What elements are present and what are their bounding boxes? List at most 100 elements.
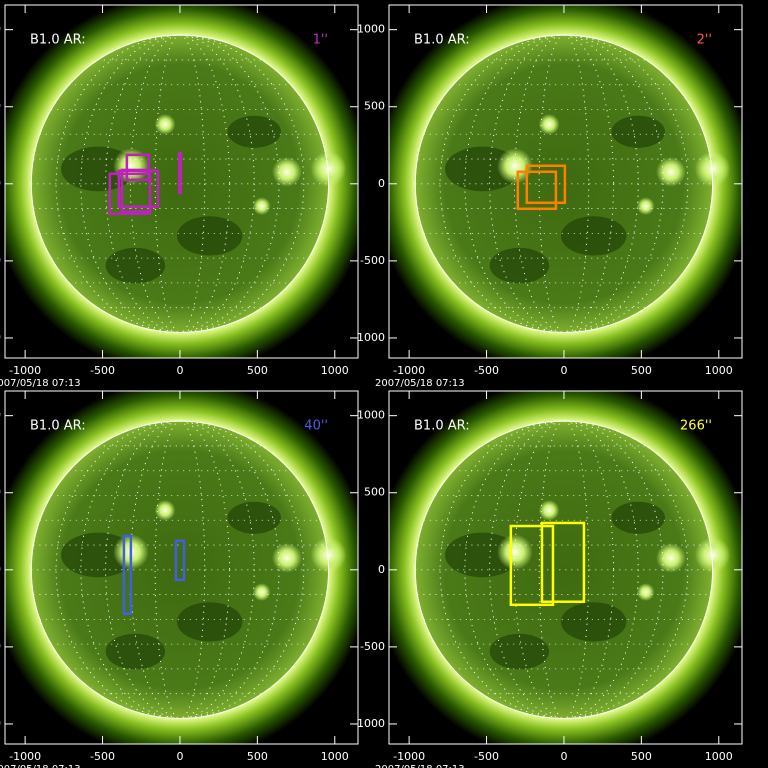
- x-tick-label: -1000: [393, 364, 425, 377]
- panel-label: B1.0 AR:: [414, 419, 470, 434]
- region-box: [525, 164, 567, 205]
- meridian: [489, 34, 639, 333]
- dark-region: [489, 633, 550, 670]
- panel: -1000 -500 0 500 1000 -1000 -500 0 500 1000 B1.0 A…: [353, 4, 743, 389]
- bright-region: [310, 151, 347, 187]
- bright-region: [636, 197, 655, 216]
- x-tick-label: -500: [90, 364, 115, 377]
- y-tick-label: 1000: [0, 409, 1, 422]
- bright-region: [538, 499, 560, 521]
- meridian: [55, 34, 305, 333]
- bright-region: [272, 543, 302, 573]
- region-box: [540, 521, 586, 603]
- x-tick-label: -500: [474, 750, 499, 763]
- meridian: [464, 34, 664, 333]
- x-tick-label: -1000: [9, 750, 41, 763]
- y-tick-label: 1000: [0, 23, 1, 36]
- x-tick-label: 500: [631, 364, 652, 377]
- x-tick-label: -500: [90, 750, 115, 763]
- sun-image: [5, 5, 358, 358]
- dark-region: [176, 602, 243, 642]
- y-tick-label: 500: [364, 100, 385, 113]
- region-box: [120, 168, 152, 213]
- panel: -1000 -500 0 500 1000 -1000 -500 0 500 1000 B1.0 A…: [0, 4, 359, 389]
- meridian: [439, 420, 689, 719]
- x-tick-label: 500: [247, 750, 268, 763]
- y-tick-label: -500: [360, 640, 385, 653]
- meridian: [130, 34, 230, 333]
- y-tick-label: -1000: [353, 717, 385, 730]
- panel: -1000 -500 0 500 1000 -1000 -500 0 500 1000 B1.0 A…: [0, 390, 359, 768]
- dark-region: [227, 501, 282, 534]
- annotation: 266'': [680, 419, 712, 434]
- dark-region: [105, 633, 166, 670]
- bright-region: [154, 113, 176, 135]
- bright-region: [252, 583, 271, 602]
- meridian: [514, 420, 614, 719]
- x-tick-label: -1000: [393, 750, 425, 763]
- region-box: [174, 539, 186, 582]
- y-tick-label: -1000: [0, 717, 1, 730]
- dark-region: [560, 216, 627, 256]
- bright-region: [538, 113, 560, 135]
- x-tick-label: 0: [176, 364, 183, 377]
- timestamp: 2007/05/18 07:13: [375, 378, 465, 389]
- y-tick-label: -1000: [353, 331, 385, 344]
- meridian: [105, 420, 255, 719]
- dark-region: [560, 602, 627, 642]
- y-tick-label: 500: [0, 100, 1, 113]
- x-tick-label: -1000: [9, 364, 41, 377]
- bright-region: [694, 151, 731, 187]
- y-tick-label: 1000: [357, 409, 385, 422]
- x-tick-label: 500: [247, 364, 268, 377]
- meridian: [514, 34, 614, 333]
- bright-region: [656, 157, 686, 187]
- dark-region: [489, 247, 550, 284]
- y-tick-label: 0: [378, 563, 385, 576]
- panel-label: B1.0 AR:: [30, 33, 86, 48]
- timestamp: 2007/05/18 07:13: [0, 378, 81, 389]
- region-box: [122, 534, 133, 615]
- bright-region: [636, 583, 655, 602]
- meridian: [55, 420, 305, 719]
- bright-region: [272, 157, 302, 187]
- timestamp: 2007/05/18 07:13: [0, 764, 81, 768]
- bright-region: [310, 537, 347, 573]
- bright-region: [154, 499, 176, 521]
- region-box: [516, 170, 558, 211]
- frame: [388, 390, 743, 745]
- annotation: 40'': [304, 419, 328, 434]
- sun-image: [5, 391, 358, 744]
- panel-label: B1.0 AR:: [414, 33, 470, 48]
- y-tick-label: 0: [0, 177, 1, 190]
- bright-region: [656, 543, 686, 573]
- panel-label: B1.0 AR:: [30, 419, 86, 434]
- y-tick-label: -500: [0, 640, 1, 653]
- x-tick-label: 1000: [321, 750, 349, 763]
- y-tick-label: 500: [0, 486, 1, 499]
- annotation: 1'': [313, 33, 328, 48]
- sun-image: [389, 391, 742, 744]
- x-tick-label: 500: [631, 750, 652, 763]
- limb: [30, 34, 330, 333]
- panel: -1000 -500 0 500 1000 -1000 -500 0 500 1000 B1.0 A…: [353, 390, 743, 768]
- y-tick-label: 1000: [357, 23, 385, 36]
- bright-region: [694, 537, 731, 573]
- meridian: [80, 420, 280, 719]
- region-box: [509, 524, 555, 607]
- frame: [4, 4, 359, 359]
- meridian: [464, 420, 664, 719]
- x-tick-label: -500: [474, 364, 499, 377]
- dark-region: [227, 115, 282, 148]
- meridian: [439, 34, 689, 333]
- region-box: [125, 153, 151, 182]
- x-tick-label: 0: [560, 364, 567, 377]
- y-tick-label: 0: [0, 563, 1, 576]
- dark-region: [611, 501, 666, 534]
- x-tick-label: 1000: [705, 750, 733, 763]
- sun-image: [389, 5, 742, 358]
- frame: [388, 4, 743, 359]
- region-box: [177, 151, 182, 195]
- y-tick-label: -500: [360, 254, 385, 267]
